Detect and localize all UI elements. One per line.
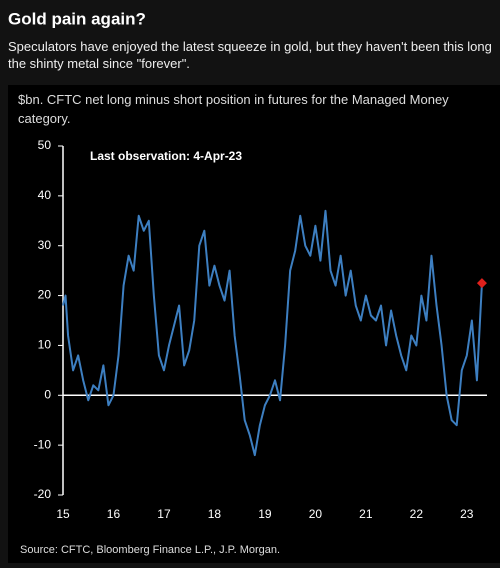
source: Source: CFTC, Bloomberg Finance L.P., J.…: [20, 544, 280, 556]
y-tick-label: -20: [34, 487, 52, 501]
subheading: Speculators have enjoyed the latest sque…: [8, 39, 492, 71]
last-point-marker: [476, 278, 487, 289]
annotation: Last observation: 4-Apr-23: [90, 149, 242, 163]
y-tick-label: -10: [34, 437, 52, 451]
x-tick-label: 19: [258, 507, 272, 521]
series-line: [62, 209, 483, 457]
chart-panel: [8, 85, 500, 563]
x-tick-label: 20: [309, 507, 323, 521]
y-tick-label: 20: [38, 288, 52, 302]
y-tick-label: 40: [38, 188, 52, 202]
x-tick-label: 16: [107, 507, 121, 521]
x-tick-label: 23: [460, 507, 474, 521]
subheading-box: Speculators have enjoyed the latest sque…: [8, 39, 492, 71]
y-tick-label: 10: [38, 338, 52, 352]
x-tick-label: 18: [208, 507, 222, 521]
y-tick-label: 30: [38, 238, 52, 252]
x-tick-label: 22: [410, 507, 424, 521]
y-tick-label: 50: [38, 138, 52, 152]
chart-title: $bn. CFTC net long minus short position …: [18, 92, 449, 126]
y-tick-label: 0: [44, 387, 51, 401]
x-tick-label: 21: [359, 507, 373, 521]
heading: Gold pain again?: [8, 9, 146, 28]
x-tick-label: 15: [56, 507, 70, 521]
chart-title-box: $bn. CFTC net long minus short position …: [18, 92, 449, 126]
x-tick-label: 17: [157, 507, 171, 521]
